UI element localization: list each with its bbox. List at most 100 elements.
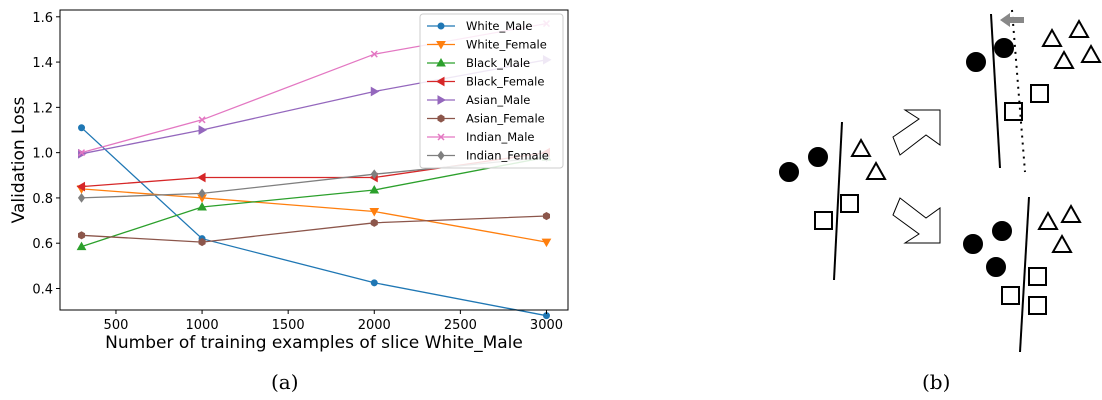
legend-item: White_Female <box>427 38 547 52</box>
open-triangle <box>1060 203 1082 223</box>
block-arrow-up-right <box>892 109 941 156</box>
y-tick-label: 1.6 <box>32 11 53 26</box>
legend-marker <box>437 95 447 105</box>
bottom-right-group <box>963 196 1082 353</box>
open-square <box>1028 267 1047 286</box>
series-line <box>81 127 547 317</box>
data-point <box>76 181 86 192</box>
y-tick-label: 1.0 <box>32 147 53 162</box>
open-square <box>1030 84 1049 103</box>
legend-item: Black_Male <box>427 56 530 70</box>
left-group <box>779 121 887 281</box>
x-tick-label: 500 <box>104 318 129 333</box>
legend-item: Indian_Female <box>427 149 549 163</box>
data-point <box>370 218 378 227</box>
legend-label: Asian_Female <box>466 112 545 126</box>
panel-label-a: (a) <box>271 370 299 394</box>
data-point <box>370 50 378 58</box>
y-tick-label: 1.4 <box>32 56 53 71</box>
legend-items: White_Male White_Female Black_Male Black_Fe… <box>427 19 549 163</box>
legend-marker <box>437 114 445 123</box>
filled-circle <box>966 52 986 72</box>
data-point <box>197 201 207 211</box>
legend-box <box>419 13 564 169</box>
y-tick-label: 1.2 <box>32 101 53 116</box>
x-tick-label: 3000 <box>530 318 563 333</box>
open-triangle <box>865 160 887 180</box>
legend-item: Indian_Male <box>427 130 535 144</box>
series-line <box>81 188 547 243</box>
series-asian-female <box>77 211 551 247</box>
legend-item: Asian_Male <box>427 93 530 107</box>
open-triangle <box>850 137 872 157</box>
open-triangle <box>1051 233 1073 253</box>
data-point <box>197 172 206 183</box>
legend-label: White_Female <box>466 38 547 52</box>
legend-item: Black_Female <box>427 75 544 89</box>
open-triangle <box>1068 18 1090 38</box>
legend-label: Indian_Female <box>466 149 549 163</box>
data-point <box>77 231 86 240</box>
data-point <box>370 169 378 179</box>
filled-circle <box>986 257 1006 277</box>
data-point <box>77 149 86 157</box>
legend-label: Indian_Male <box>466 130 535 144</box>
boundary-line <box>833 121 843 281</box>
filled-circle <box>963 234 983 254</box>
plot-area-frame <box>59 9 569 311</box>
data-point <box>198 116 206 124</box>
legend-marker <box>435 76 445 87</box>
shift-arrow-icon <box>1000 13 1024 27</box>
data-point <box>198 188 206 199</box>
open-square <box>1001 286 1020 305</box>
legend-label: Black_Female <box>466 75 544 89</box>
data-point <box>541 238 552 248</box>
data-point <box>369 208 380 217</box>
open-square <box>1004 102 1023 121</box>
y-tick-label: 0.8 <box>32 192 53 207</box>
open-triangle <box>1053 49 1075 69</box>
x-axis-label: Number of training examples of slice Whi… <box>105 333 523 353</box>
open-square <box>814 211 833 230</box>
boundary-line <box>1019 196 1030 353</box>
x-tick-label: 2500 <box>444 318 477 333</box>
filled-circle <box>994 38 1014 58</box>
legend-label: Asian_Male <box>466 93 530 107</box>
data-point <box>542 211 551 221</box>
legend-marker <box>437 150 445 161</box>
x-tick-label: 1000 <box>186 318 219 333</box>
decision-boundary-diagram <box>779 9 1102 353</box>
legend-label: Black_Male <box>466 56 530 70</box>
data-point <box>198 237 206 247</box>
filled-circle <box>779 162 799 182</box>
x-tick-label: 2000 <box>358 318 391 333</box>
top-right-group <box>966 9 1102 173</box>
data-point <box>77 193 86 203</box>
block-arrow-down-right <box>892 197 941 244</box>
legend-label: White_Male <box>466 19 532 33</box>
open-triangle <box>1080 43 1102 63</box>
open-triangle <box>1037 210 1059 230</box>
open-square <box>840 194 859 213</box>
x-tick-label: 1500 <box>272 318 305 333</box>
filled-circle <box>992 221 1012 241</box>
panel-label-b: (b) <box>922 370 951 394</box>
data-point <box>198 125 208 135</box>
data-point <box>370 86 380 97</box>
axis-ticks: 500 1000 1500 2000 2500 3000 0.4 0.6 0.8 1.0 1.2 1.… <box>32 11 563 333</box>
open-triangle <box>1041 27 1063 47</box>
data-point <box>370 279 378 287</box>
chart-legend: White_Male White_Female Black_Male Black_Fe… <box>419 13 564 169</box>
legend-marker <box>437 22 445 30</box>
y-tick-label: 0.6 <box>32 237 53 252</box>
legend-item: White_Male <box>427 19 532 33</box>
previous-boundary-dotted <box>1011 9 1026 173</box>
data-point <box>369 184 380 194</box>
line-chart: 500 1000 1500 2000 2500 3000 0.4 0.6 0.8 1.0 1.2 1.… <box>9 9 569 353</box>
legend-marker <box>437 133 445 141</box>
data-point <box>76 241 87 251</box>
open-square <box>1028 296 1047 315</box>
legend-item: Asian_Female <box>427 112 545 126</box>
series-line <box>81 156 547 248</box>
